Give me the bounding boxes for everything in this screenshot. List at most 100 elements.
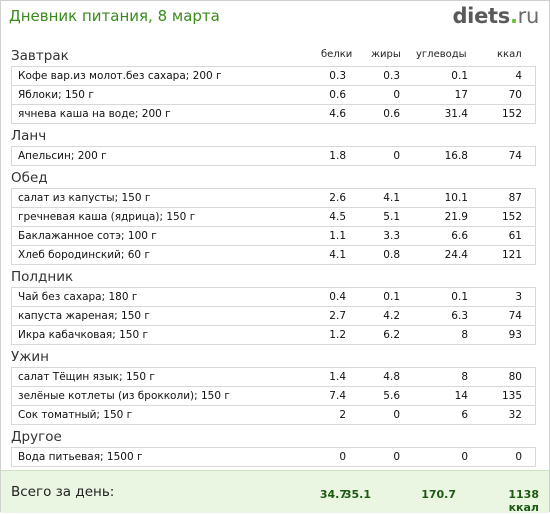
fat-value: 6.2 [383, 329, 400, 341]
carbs-value: 0.1 [451, 291, 468, 303]
protein-value: 0 [339, 451, 346, 463]
fat-value: 0.3 [383, 70, 400, 82]
food-row: гречневая каша (ядрица); 150 г 4.5 5.1 21.9… [11, 208, 536, 227]
fat-value: 5.6 [383, 390, 400, 402]
logo-tld: ru [517, 4, 540, 28]
kcal-value: 93 [508, 329, 522, 341]
column-header-carbs: углеводы [416, 49, 467, 60]
fat-value: 0 [393, 150, 400, 162]
food-name: Икра кабачковая; 150 г [18, 329, 148, 341]
page-title: Дневник питания, 8 марта [9, 7, 220, 25]
fat-value: 0 [393, 89, 400, 101]
protein-value: 2 [339, 409, 346, 421]
food-name: салат Тёщин язык; 150 г [18, 371, 155, 383]
protein-value: 1.4 [329, 371, 346, 383]
food-name: ячнева каша на воде; 200 г [18, 108, 171, 120]
food-name: Яблоки; 150 г [18, 89, 94, 101]
protein-value: 4.6 [329, 108, 346, 120]
protein-value: 0.3 [329, 70, 346, 82]
food-name: гречневая каша (ядрица); 150 г [18, 211, 196, 223]
total-label: Всего за день: [11, 484, 115, 500]
kcal-value: 74 [508, 150, 522, 162]
carbs-value: 0 [461, 451, 468, 463]
food-row: ячнева каша на воде; 200 г 4.6 0.6 31.4 152 [11, 105, 536, 124]
meal-section-title: Ланч [11, 128, 47, 144]
kcal-value: 121 [501, 249, 522, 261]
protein-value: 2.7 [329, 310, 346, 322]
food-row: Апельсин; 200 г 1.8 0 16.8 74 [11, 146, 536, 166]
protein-value: 7.4 [329, 390, 346, 402]
food-row: Икра кабачковая; 150 г 1.2 6.2 8 93 [11, 326, 536, 345]
protein-value: 0.6 [329, 89, 346, 101]
fat-value: 4.8 [383, 371, 400, 383]
kcal-value: 3 [515, 291, 522, 303]
kcal-value: 87 [508, 192, 522, 204]
carbs-value: 10.1 [444, 192, 468, 204]
fat-value: 4.2 [383, 310, 400, 322]
food-name: Хлеб бородинский; 60 г [18, 249, 150, 261]
carbs-value: 8 [461, 371, 468, 383]
kcal-value: 80 [508, 371, 522, 383]
column-header-protein: белки [321, 49, 353, 60]
food-name: Кофе вар.из молот.без сахара; 200 г [18, 70, 222, 82]
food-name: Баклажанное сотэ; 100 г [18, 230, 157, 242]
food-name: Сок томатный; 150 г [18, 409, 133, 421]
food-name: Апельсин; 200 г [18, 150, 107, 162]
food-row: Сок томатный; 150 г 2 0 6 32 [11, 406, 536, 425]
protein-value: 4.1 [329, 249, 346, 261]
kcal-value: 32 [508, 409, 522, 421]
kcal-value: 0 [515, 451, 522, 463]
meal-section-title: Обед [11, 170, 48, 186]
carbs-value: 6.6 [451, 230, 468, 242]
fat-value: 0 [393, 409, 400, 421]
meal-section-title: Другое [11, 429, 62, 445]
food-row: Вода питьевая; 1500 г 0 0 0 0 [11, 447, 536, 467]
carbs-value: 6 [461, 409, 468, 421]
food-name: капуста жареная; 150 г [18, 310, 150, 322]
protein-value: 4.5 [329, 211, 346, 223]
kcal-value: 70 [508, 89, 522, 101]
protein-value: 1.2 [329, 329, 346, 341]
food-row: Чай без сахара; 180 г 0.4 0.1 0.1 3 [11, 287, 536, 307]
protein-value: 1.1 [329, 230, 346, 242]
food-row: капуста жареная; 150 г 2.7 4.2 6.3 74 [11, 307, 536, 326]
carbs-value: 17 [454, 89, 468, 101]
total-protein: 34.7 [319, 488, 347, 501]
carbs-value: 21.9 [444, 211, 468, 223]
meal-section-title: Завтрак [11, 48, 69, 64]
carbs-value: 24.4 [444, 249, 468, 261]
logo-dot: . [509, 4, 518, 28]
kcal-value: 152 [501, 211, 522, 223]
kcal-value: 135 [501, 390, 522, 402]
column-header-kcal: ккал [497, 49, 522, 60]
kcal-value: 152 [501, 108, 522, 120]
site-logo[interactable]: diets.ru [452, 4, 539, 28]
meal-table: Завтрак Кофе вар.из молот.без сахара; 200… [11, 44, 536, 467]
protein-value: 1.8 [329, 150, 346, 162]
fat-value: 0.8 [383, 249, 400, 261]
kcal-value: 4 [515, 70, 522, 82]
carbs-value: 14 [454, 390, 468, 402]
food-name: салат из капусты; 150 г [18, 192, 151, 204]
food-name: Вода питьевая; 1500 г [18, 451, 143, 463]
fat-value: 0.6 [383, 108, 400, 120]
fat-value: 5.1 [383, 211, 400, 223]
meal-section-title: Полдник [11, 269, 74, 285]
carbs-value: 0.1 [451, 70, 468, 82]
meal-section-title: Ужин [11, 349, 49, 365]
food-row: салат из капусты; 150 г 2.6 4.1 10.1 87 [11, 188, 536, 208]
food-row: зелёные котлеты (из брокколи); 150 г 7.4 5… [11, 387, 536, 406]
food-row: Хлеб бородинский; 60 г 4.1 0.8 24.4 121 [11, 246, 536, 265]
column-header-fat: жиры [371, 49, 401, 60]
total-kcal: 1138 ккал [508, 488, 539, 514]
food-name: Чай без сахара; 180 г [18, 291, 138, 303]
total-fat: 35.1 [343, 488, 371, 501]
fat-value: 0 [393, 451, 400, 463]
protein-value: 2.6 [329, 192, 346, 204]
protein-value: 0.4 [329, 291, 346, 303]
fat-value: 3.3 [383, 230, 400, 242]
food-row: Кофе вар.из молот.без сахара; 200 г 0.3 0.… [11, 66, 536, 86]
food-name: зелёные котлеты (из брокколи); 150 г [18, 390, 230, 402]
header: Дневник питания, 8 марта diets.ru [1, 1, 549, 37]
